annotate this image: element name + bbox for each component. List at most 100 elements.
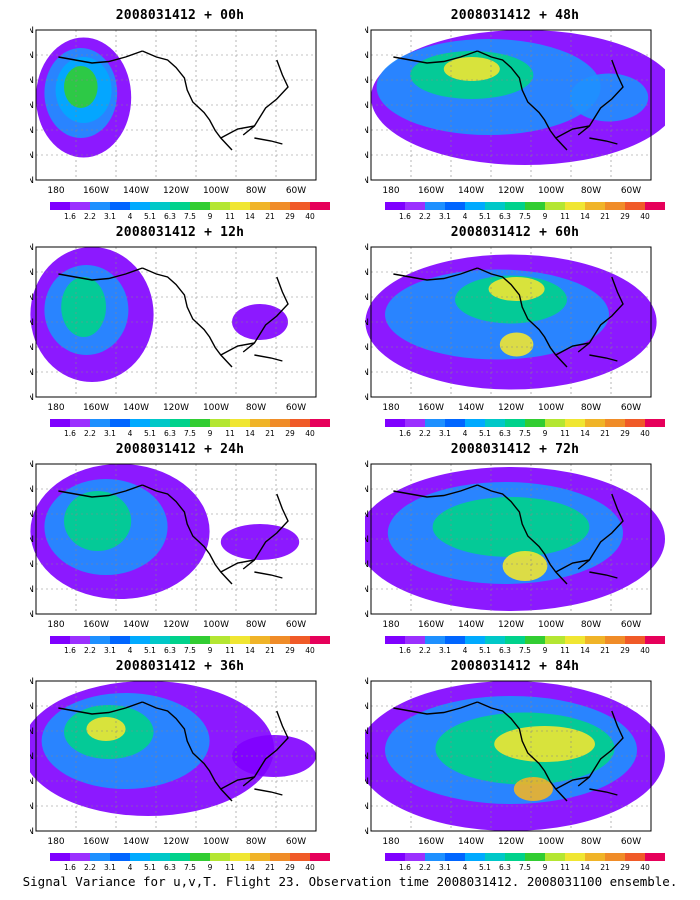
colorbar-swatch [50,202,70,210]
colorbar-label: 9 [208,863,213,871]
colorbar-swatch [110,202,130,210]
variance-field [30,681,316,816]
colorbar-label: 21 [600,646,610,654]
coastline [393,701,624,802]
colorbar-label: 29 [620,429,630,437]
grid [36,30,316,180]
colorbar-swatch [150,636,170,644]
colorbar-label: 1.6 [64,212,76,220]
map-canvas: 70N 60N 50N 40N 30N 20N 10N 180 160W 140W 120W 100W… [30,243,317,413]
colorbar-label: 40 [305,863,315,871]
colorbar-swatch [290,853,310,861]
colorbar-label: 29 [285,863,295,871]
variance-field [36,37,132,158]
lon-tick-label: 60W [621,620,641,630]
colorbar-label: 11 [560,646,570,654]
grid [371,30,651,180]
colorbar-label: 7.5 [184,429,196,437]
colorbar-swatch [310,419,330,427]
coastline [58,267,289,368]
map-area: 70N 60N 50N 40N 30N 20N 10N 180 160W 140W 120W 100W… [30,460,330,636]
colorbar-swatch [405,419,425,427]
lat-tick-label: 40N [365,752,369,762]
lat-tick-label: 30N [365,343,369,353]
colorbar-label: 40 [640,212,650,220]
colorbar: 1.6 2.2 3.1 4 5.1 6.3 7.5 9 11 14 21 29 40 [50,636,330,654]
colorbar-swatch [190,202,210,210]
colorbar-label: 3.1 [104,429,116,437]
lon-tick-label: 140W [458,186,484,196]
lat-tick-label: 10N [30,827,34,837]
lon-tick-label: 100W [203,837,229,847]
colorbar-swatch [425,419,445,427]
lat-tick-label: 50N [30,510,34,520]
lat-tick-label: 40N [30,101,34,111]
lon-tick-label: 120W [498,620,524,630]
colorbar-swatch [230,202,250,210]
colorbar-label: 40 [305,212,315,220]
lon-tick-label: 60W [621,403,641,413]
lat-tick-label: 50N [365,510,369,520]
lat-tick-label: 70N [30,677,34,687]
lon-tick-label: 80W [581,403,601,413]
colorbar-label: 14 [580,429,590,437]
grid [36,247,316,397]
lon-tick-label: 180 [382,186,399,196]
lat-tick-label: 50N [365,293,369,303]
lat-tick-label: 70N [30,26,34,36]
colorbar-label: 7.5 [519,646,531,654]
colorbar-label: 1.6 [64,646,76,654]
colorbar-swatch [645,636,665,644]
map-canvas: 70N 60N 50N 40N 30N 20N 10N 180 160W 140W 120W 100W… [365,26,665,196]
colorbar-swatch [545,419,565,427]
colorbar-label: 14 [245,646,255,654]
lon-tick-label: 160W [83,403,109,413]
colorbar-swatch [290,636,310,644]
colorbar-label: 4 [463,429,468,437]
colorbar-label: 1.6 [399,212,411,220]
lon-tick-label: 120W [163,403,189,413]
colorbar-swatch [505,853,525,861]
colorbar-swatch [605,853,625,861]
colorbar-label: 14 [245,863,255,871]
colorbar-swatch [170,636,190,644]
colorbar-label: 21 [265,863,275,871]
coastline [393,267,624,368]
colorbar-swatch [270,202,290,210]
colorbar-swatch [250,853,270,861]
lon-tick-label: 100W [203,403,229,413]
lon-tick-label: 80W [581,620,601,630]
variance-field [365,681,665,831]
lon-tick-label: 60W [621,186,641,196]
colorbar-label: 21 [600,863,610,871]
lat-tick-label: 30N [365,560,369,570]
colorbar-swatch [70,636,90,644]
colorbar-label: 21 [265,429,275,437]
colorbar-swatch [170,202,190,210]
lon-tick-label: 80W [581,186,601,196]
panel-title: 2008031412 + 12h [115,225,245,240]
colorbar-swatch [190,853,210,861]
lat-tick-label: 70N [365,243,369,253]
colorbar-label: 29 [285,646,295,654]
colorbar-swatch [525,636,545,644]
lon-tick-label: 140W [458,837,484,847]
colorbar-swatch [110,636,130,644]
colorbar-swatch [50,636,70,644]
lon-tick-label: 140W [123,403,149,413]
colorbar-label: 40 [305,429,315,437]
colorbar-label: 9 [543,863,548,871]
colorbar-label: 2.2 [84,429,96,437]
colorbar-label: 14 [580,863,590,871]
colorbar-swatch [290,202,310,210]
colorbar-swatch [465,419,485,427]
map-canvas: 70N 60N 50N 40N 30N 20N 10N 180 160W 140W 120W 100W… [30,460,317,630]
lon-tick-label: 120W [498,186,524,196]
lat-tick-label: 70N [365,460,369,470]
colorbar-swatch [190,419,210,427]
colorbar-label: 6.3 [499,646,511,654]
lat-tick-label: 70N [365,26,369,36]
lon-tick-label: 160W [418,403,444,413]
map-area: 70N 60N 50N 40N 30N 20N 10N 180 160W 140W 120W 100W… [30,26,330,202]
lon-tick-label: 160W [418,186,444,196]
